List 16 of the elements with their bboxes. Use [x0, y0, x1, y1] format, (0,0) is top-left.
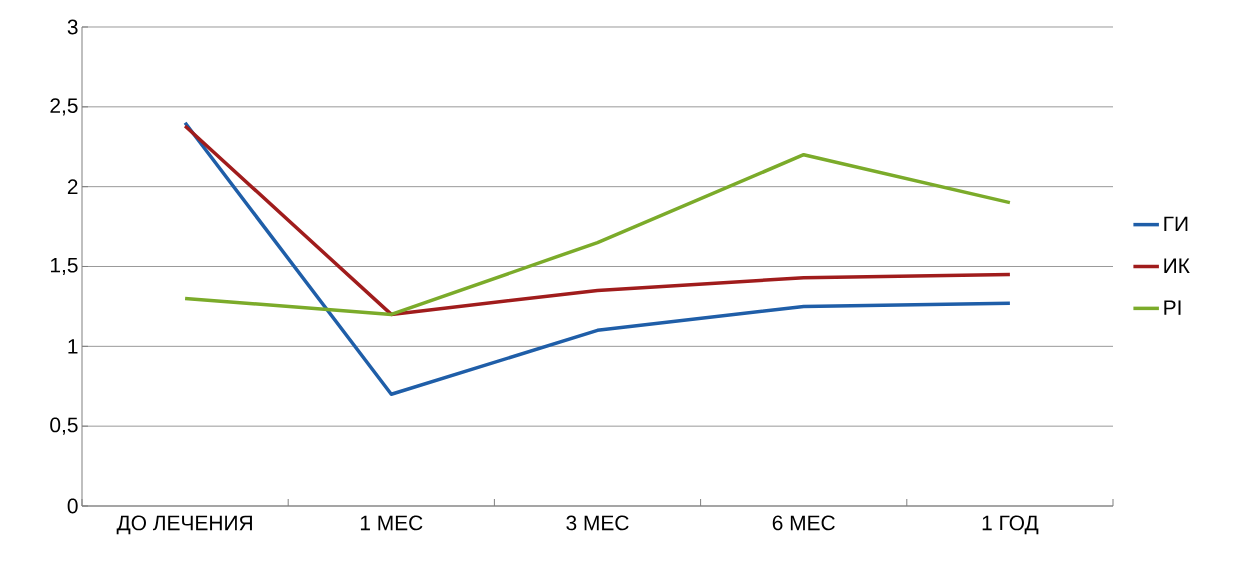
x-tick-label: 3 МЕС	[566, 515, 629, 531]
legend-label: PI	[1164, 300, 1181, 315]
y-tick-label: 0	[67, 498, 78, 514]
x-tick-label: 1 МЕС	[360, 515, 423, 531]
x-tick-label: ДО ЛЕЧЕНИЯ	[116, 515, 252, 535]
y-tick-label: 1,5	[50, 257, 78, 276]
y-tick-label: 2,5	[50, 98, 78, 116]
x-tick-label: 6 МЕС	[772, 515, 835, 531]
x-tick-label: 1 ГОД	[982, 515, 1039, 535]
y-tick-label: 0,5	[50, 417, 78, 435]
y-tick-label: 3	[67, 19, 78, 35]
y-tick-label: 1	[68, 339, 78, 354]
legend-label: ИК	[1164, 258, 1190, 273]
y-tick-label: 2	[67, 179, 78, 194]
legend-label: ГИ	[1164, 216, 1188, 232]
line-series	[183, 121, 1012, 396]
